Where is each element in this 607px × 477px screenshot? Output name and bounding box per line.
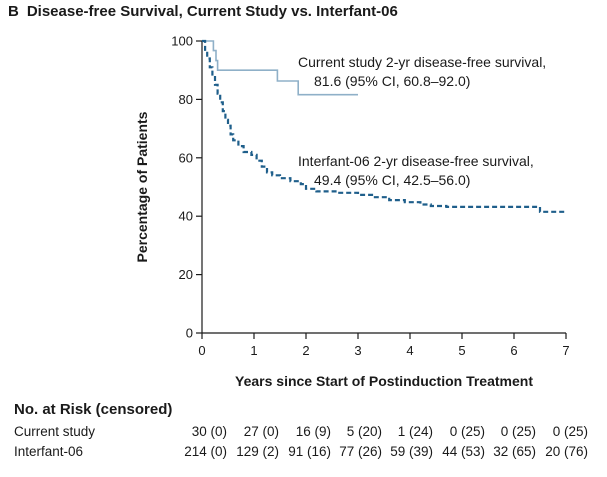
risk-row-label: Current study: [14, 424, 96, 439]
risk-cell: 0 (25): [552, 424, 588, 439]
annotation-line-1: Current study 2-yr disease-free survival…: [298, 54, 546, 70]
y-tick-label: 100: [171, 34, 193, 49]
risk-cell: 44 (53): [442, 444, 485, 459]
panel-title-text: Disease-free Survival, Current Study vs.…: [26, 3, 398, 20]
risk-cell: 30 (0): [191, 424, 227, 439]
x-tick-label: 6: [510, 343, 517, 358]
risk-cell: 59 (39): [390, 444, 433, 459]
y-tick-label: 40: [179, 209, 193, 224]
panel-title: B Disease-free Survival, Current Study vs…: [8, 3, 398, 20]
risk-cell: 91 (16): [288, 444, 331, 459]
annotation-line-2: 49.4 (95% CI, 42.5–56.0): [314, 172, 470, 188]
annotation-line-2: 81.6 (95% CI, 60.8–92.0): [314, 73, 470, 89]
x-axis-label: Years since Start of Postinduction Treat…: [235, 373, 533, 389]
y-tick-label: 20: [179, 267, 193, 282]
annotation-layer: Current study 2-yr disease-free survival…: [298, 54, 546, 188]
panel-letter: B: [8, 3, 19, 20]
survival-chart: 0 20 40 60 80 100 0 1 2 3 4 5 6 7 Current study 2-yr …: [134, 34, 570, 390]
y-tick-label: 80: [179, 92, 193, 107]
risk-cell: 32 (65): [493, 444, 536, 459]
annotation-line-1: Interfant-06 2-yr disease-free survival,: [298, 153, 534, 169]
risk-cell: 0 (25): [449, 424, 485, 439]
x-tick-label: 5: [458, 343, 465, 358]
x-tick-label: 2: [302, 343, 309, 358]
chart-axes: 0 20 40 60 80 100 0 1 2 3 4 5 6 7: [171, 34, 569, 359]
risk-cell: 20 (76): [545, 444, 588, 459]
risk-cell: 5 (20): [346, 424, 382, 439]
series-line-current-study: [202, 40, 358, 96]
series-line-interfant-06: [202, 39, 566, 213]
x-tick-label: 1: [250, 343, 257, 358]
risk-cell: 16 (9): [295, 424, 331, 439]
risk-cell: 0 (25): [500, 424, 536, 439]
x-tick-label: 7: [562, 343, 569, 358]
risk-table-title: No. at Risk (censored): [14, 401, 173, 418]
x-tick-label: 3: [354, 343, 361, 358]
y-tick-label: 0: [186, 326, 193, 341]
y-tick-label: 60: [179, 150, 193, 165]
x-tick-label: 4: [406, 343, 413, 358]
x-tick-label: 0: [198, 343, 205, 358]
risk-cell: 1 (24): [397, 424, 433, 439]
risk-cell: 214 (0): [184, 444, 227, 459]
risk-cell: 27 (0): [243, 424, 279, 439]
y-axis-label: Percentage of Patients: [134, 111, 150, 262]
series-layer: [202, 39, 566, 213]
risk-row-label: Interfant-06: [14, 444, 84, 459]
risk-cell: 77 (26): [339, 444, 382, 459]
risk-cell: 129 (2): [236, 444, 279, 459]
